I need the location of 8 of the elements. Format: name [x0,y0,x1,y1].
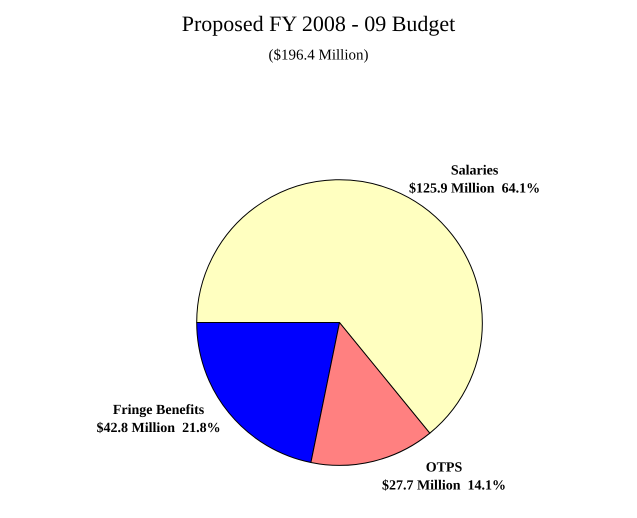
data-label: $27.7 Million 14.1% [382,478,506,494]
chart-subtitle: ($196.4 Million) [268,48,368,64]
slice-label: Salaries [450,163,499,178]
data-label: $125.9 Million 64.1% [409,182,540,197]
slice-label: Fringe Benefits [112,402,205,418]
slice-label: OTPS [426,460,462,476]
data-label: $42.8 Million 21.8% [96,421,221,436]
chart-title: Proposed FY 2008 - 09 Budget [182,11,456,36]
